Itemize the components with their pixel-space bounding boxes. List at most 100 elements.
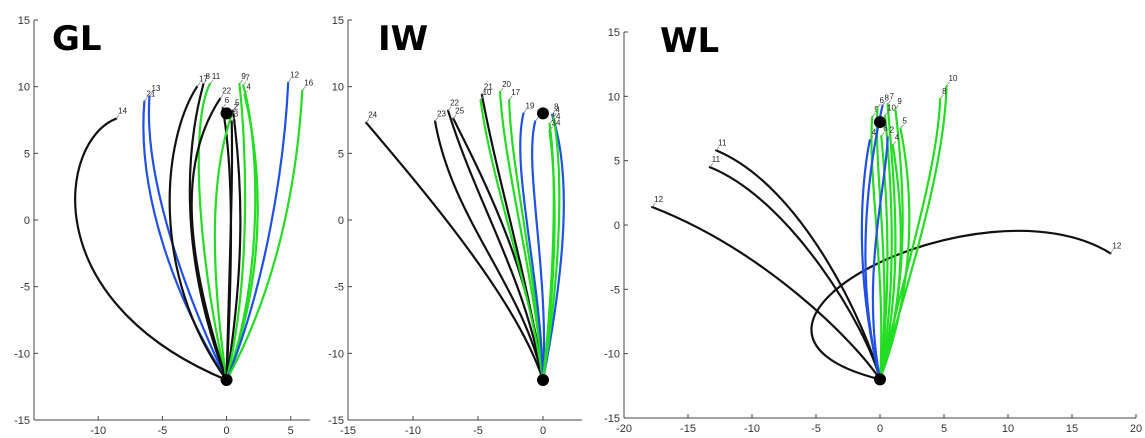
- trajectory-blue: [519, 112, 545, 382]
- trajectory-label: 17: [511, 88, 520, 97]
- trajectory-label: 2: [234, 103, 239, 112]
- trajectory-tail: [709, 162, 714, 168]
- y-tick-label: 15: [608, 27, 620, 39]
- trajectory-label: 12: [290, 71, 299, 80]
- trajectory-tail: [549, 119, 553, 125]
- trajectory-tail: [1110, 249, 1114, 254]
- trajectory-label: 14: [552, 112, 561, 121]
- trajectory-tail: [499, 87, 504, 93]
- trajectory-black: [708, 166, 882, 381]
- trajectory-label: 9: [241, 72, 246, 81]
- trajectory-tail: [209, 79, 214, 85]
- target-marker: [537, 107, 549, 120]
- y-tick-label: -15: [328, 415, 344, 427]
- trajectory-label: 11: [212, 72, 221, 81]
- trajectory-label: 10: [887, 104, 896, 113]
- trajectory-black: [188, 82, 228, 382]
- trajectory-tail: [242, 81, 247, 86]
- panel-wl: WL -20 -15 -10 -5 0 5 10 15 20-15-10-50510151111…: [604, 21, 1142, 435]
- trajectory-label: 23: [437, 109, 446, 118]
- y-tick-label: -15: [14, 415, 30, 427]
- trajectory-label: 16: [304, 79, 313, 88]
- trajectory-tail: [219, 94, 224, 99]
- trajectory-tail: [887, 133, 891, 138]
- x-tick-label: 15: [1066, 423, 1078, 435]
- trajectory-label: 5: [902, 117, 907, 126]
- trajectory-green: [878, 84, 948, 381]
- trajectory-tail: [882, 101, 886, 106]
- x-tick-label: -10: [405, 425, 421, 437]
- trajectory-label: 7: [245, 73, 250, 82]
- trajectory-black: [810, 229, 1112, 381]
- trajectory-black: [168, 85, 228, 382]
- trajectory-tail: [651, 202, 656, 208]
- x-tick-label: -15: [680, 423, 696, 435]
- trajectory-tail: [149, 91, 153, 97]
- trajectory-tail: [115, 114, 120, 119]
- x-tick-label: 5: [288, 425, 294, 437]
- trajectory-black: [74, 117, 228, 382]
- x-tick-label: -5: [473, 425, 483, 437]
- y-tick-label: 10: [332, 82, 344, 94]
- trajectory-green: [479, 98, 545, 382]
- trajectory-tail: [523, 109, 527, 114]
- target-marker: [220, 107, 233, 120]
- y-tick-label: -5: [610, 284, 620, 296]
- trajectory-tail: [872, 112, 876, 118]
- trajectory-tail: [452, 114, 457, 119]
- trajectory-blue: [531, 120, 546, 382]
- panel-title: IW: [378, 19, 428, 59]
- trajectory-tail: [481, 90, 486, 95]
- trajectory-label: 14: [118, 107, 127, 116]
- trajectory-tail: [244, 90, 248, 95]
- trajectory-green: [225, 82, 247, 382]
- trajectory-green: [541, 129, 556, 382]
- trajectory-black: [225, 120, 234, 382]
- trajectory-label: 6: [883, 124, 888, 133]
- trajectory-label: 5: [235, 99, 240, 108]
- trajectory-tail: [884, 111, 889, 116]
- y-tick-label: -5: [20, 282, 30, 294]
- trajectory-tail: [895, 104, 899, 110]
- y-tick-label: 5: [614, 156, 620, 168]
- trajectory-tail: [892, 140, 897, 146]
- trajectory-blue: [225, 81, 290, 382]
- x-tick-label: -5: [811, 423, 821, 435]
- trajectory-tail: [203, 79, 207, 85]
- trajectory-label: 4: [555, 105, 560, 114]
- y-tick-label: -15: [604, 413, 620, 425]
- trajectory-green: [878, 127, 911, 381]
- trajectory-label: 2: [890, 126, 895, 135]
- trajectory-green: [508, 98, 545, 382]
- trajectory-tail: [553, 113, 557, 118]
- trajectory-tail: [231, 117, 236, 122]
- trajectory-black: [190, 97, 228, 382]
- trajectory-tail: [877, 103, 881, 109]
- trajectory-label: 11: [712, 155, 721, 164]
- y-tick-label: 5: [338, 148, 344, 160]
- target-marker: [874, 116, 886, 129]
- trajectory-tail: [880, 131, 885, 137]
- trajectory-tail: [549, 126, 553, 131]
- trajectory-label: 9: [897, 97, 902, 106]
- trajectory-green: [541, 116, 561, 382]
- trajectory-label: 24: [368, 111, 377, 120]
- y-tick-label: -10: [328, 348, 344, 360]
- trajectory-tail: [434, 117, 439, 122]
- trajectory-tail: [900, 124, 904, 129]
- panel-title: WL: [660, 21, 719, 61]
- trajectory-label: 8: [554, 103, 559, 112]
- axes: -10 -5 0 5 -15 -10 -5 0 5 10 15: [14, 15, 310, 437]
- x-tick-label: 0: [223, 425, 229, 437]
- origin-marker: [874, 373, 886, 386]
- trajectory-tail: [480, 95, 484, 101]
- trajectory-blue: [871, 136, 889, 381]
- x-tick-label: -20: [616, 423, 632, 435]
- trajectory-label: 12: [654, 195, 663, 204]
- trajectory-green: [197, 82, 228, 382]
- trajectory-tail: [447, 106, 452, 111]
